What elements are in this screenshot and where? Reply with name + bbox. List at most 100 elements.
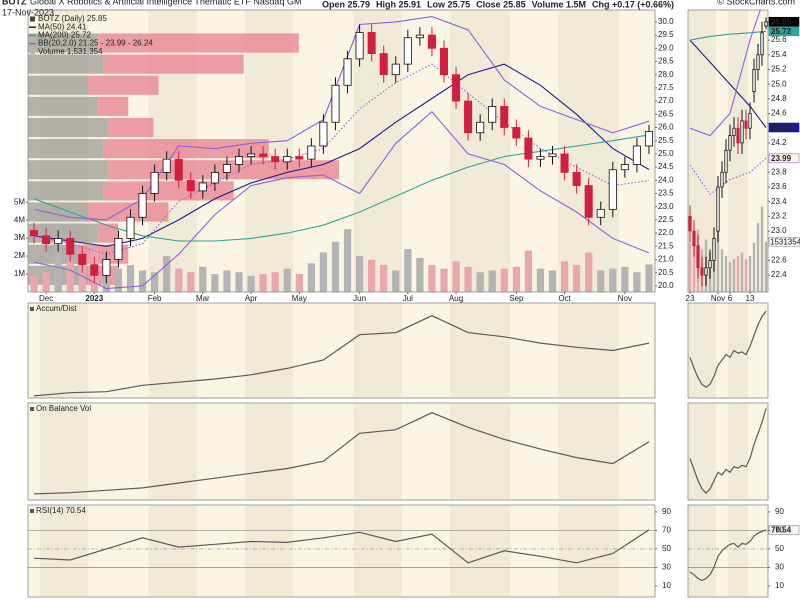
volume-bar	[720, 249, 724, 292]
candle-body	[732, 127, 736, 136]
y-tick-label: 90	[662, 507, 671, 516]
volume-bar	[760, 206, 764, 292]
y-tick-label: 20.0	[658, 281, 674, 290]
candle-body	[740, 120, 744, 144]
date: 17-Nov-2023	[2, 7, 54, 17]
volume-by-price-down	[103, 54, 244, 74]
legend-label: BB(20,2.0) 21.25 - 23.99 - 26.24	[38, 39, 153, 48]
volume-by-price-up	[28, 96, 99, 116]
overlay-line	[33, 63, 650, 255]
volume-bar	[319, 252, 328, 292]
volume-bar	[416, 257, 424, 292]
candle-body	[439, 47, 449, 76]
quote-field: High 25.91	[376, 0, 421, 9]
y-tick-label: 70	[775, 526, 784, 535]
volume-bar	[585, 252, 593, 292]
volume-bar	[548, 270, 557, 292]
month-band	[353, 505, 402, 597]
volume-by-price-down	[98, 223, 119, 243]
volume-bar	[724, 255, 728, 292]
volume-bar	[512, 266, 520, 292]
volume-bar	[187, 272, 195, 292]
y-tick-label: 25.4	[771, 50, 787, 59]
candle-body	[198, 182, 207, 192]
y-tick-label: 10	[662, 581, 671, 590]
month-band	[148, 505, 197, 597]
volume-bar	[692, 236, 696, 292]
y-tick-label: 23.5	[658, 189, 674, 198]
candle-body	[512, 127, 521, 139]
volume-bar	[752, 242, 756, 292]
volume-bar	[283, 268, 291, 292]
panel-frame	[687, 402, 769, 501]
plot-area	[33, 412, 650, 495]
candle-body	[174, 158, 183, 181]
value-tag-box	[768, 153, 800, 164]
symbol: BOTZ	[2, 0, 27, 6]
volume-bar	[271, 272, 279, 292]
y-tick-label: 26.0	[658, 123, 674, 132]
candle-body	[138, 193, 147, 218]
y-tick-label: 50	[662, 544, 671, 553]
candle-body	[367, 32, 376, 54]
volume-bar	[688, 242, 692, 292]
month-band	[450, 10, 511, 292]
volume-bar	[744, 259, 748, 292]
candle-body	[186, 179, 195, 192]
candle-body	[644, 131, 653, 147]
candle-body	[90, 264, 99, 276]
candle-body	[307, 145, 316, 160]
value-tag: 70.54	[771, 526, 792, 535]
quote-field: Chg +0.17 (+0.66%)	[592, 0, 674, 9]
y-tick-label: 30.0	[658, 17, 674, 26]
volume-bar	[343, 229, 352, 292]
candle-body	[632, 145, 641, 165]
candle-body	[704, 267, 708, 276]
month-band	[40, 403, 89, 500]
panel-title: RSI(14) 70.54	[36, 506, 86, 515]
x-tick-label: Oct	[558, 294, 571, 303]
candle-body	[222, 164, 231, 173]
y-tick-label: 24.6	[771, 109, 787, 118]
volume-bar	[404, 248, 412, 292]
candle-body	[452, 74, 461, 102]
quote-field: Close 25.85	[476, 0, 526, 9]
volume-bar	[150, 272, 159, 292]
volume-by-price-down	[88, 202, 169, 222]
volume-bar	[30, 275, 38, 292]
volume-bar	[211, 274, 219, 292]
volume-by-price-down	[103, 181, 234, 201]
candle-body	[379, 53, 388, 76]
candle-body	[295, 156, 304, 160]
volume-bar	[536, 268, 545, 292]
panel-frame	[687, 302, 769, 399]
y-tick-label: 22.6	[771, 256, 787, 265]
value-tag-box	[768, 26, 800, 37]
y-tick-label: 23.4	[771, 197, 787, 206]
panel-background	[28, 505, 655, 597]
volume-bar	[138, 270, 147, 292]
y-tick-label: 23.6	[771, 182, 787, 191]
indicator-line	[689, 408, 767, 494]
candle-body	[736, 127, 740, 144]
x-tick-label: 23	[686, 294, 695, 303]
y-tick-label: 22.5	[658, 215, 674, 224]
candle-body	[54, 237, 63, 245]
panel-frame	[27, 504, 656, 598]
volume-bar	[748, 255, 752, 292]
volume-bar	[476, 272, 484, 292]
candle-body	[688, 215, 692, 232]
month-band	[245, 303, 294, 398]
panel-title: On Balance Vol	[36, 404, 91, 413]
candle-body	[355, 32, 364, 60]
overlay-line	[689, 10, 761, 137]
indicator-line	[33, 412, 650, 495]
legend-label: BOTZ (Daily) 25.85	[38, 14, 107, 23]
title-icon	[30, 509, 34, 513]
quote-field: Volume 1.5M	[532, 0, 586, 9]
candle-body	[720, 171, 724, 188]
y-tick-label: 28.0	[658, 70, 674, 79]
value-tag-box	[768, 236, 800, 247]
volume-bar	[307, 263, 315, 292]
